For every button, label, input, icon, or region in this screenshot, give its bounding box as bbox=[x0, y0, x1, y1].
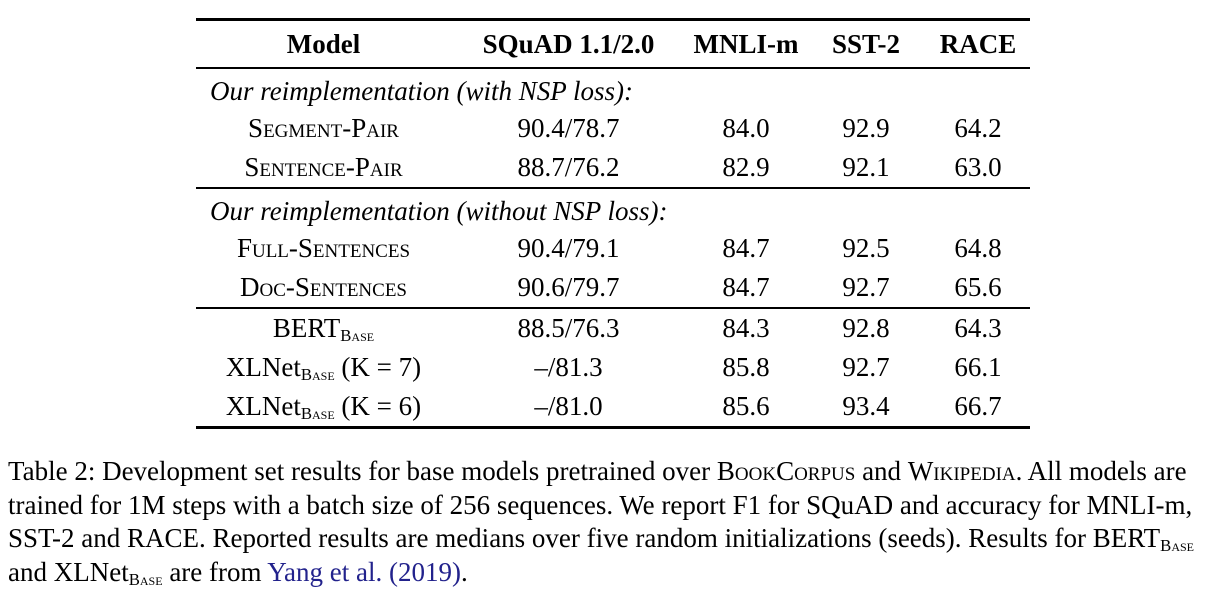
model-subscript: Base bbox=[340, 326, 375, 346]
cell-race: 64.3 bbox=[954, 313, 1002, 344]
column-header-mnli: MNLI-m bbox=[686, 19, 806, 70]
cell-sst2: 92.9 bbox=[842, 113, 890, 144]
cell-model: XLNetBase (K = 6) bbox=[196, 387, 451, 428]
model-name: XLNet bbox=[225, 391, 301, 422]
cell-squad: 90.6/79.7 bbox=[451, 268, 686, 310]
section-header-without-nsp: Our reimplementation (without NSP loss): bbox=[196, 188, 1030, 229]
caption-text: and XLNet bbox=[8, 556, 129, 587]
cell-squad: 88.7/76.2 bbox=[451, 148, 686, 190]
cell-race: 66.1 bbox=[954, 352, 1002, 383]
section-label: Our reimplementation (with NSP loss): bbox=[210, 76, 633, 107]
cell-sst2: 92.5 bbox=[842, 233, 890, 264]
cell-model: BERTBase bbox=[196, 308, 451, 348]
section-header-with-nsp: Our reimplementation (with NSP loss): bbox=[196, 68, 1030, 109]
model-subscript: Base bbox=[300, 404, 335, 424]
cell-squad: 88.5/76.3 bbox=[517, 313, 620, 344]
header-row: Model SQuAD 1.1/2.0 MNLI-m SST-2 RACE bbox=[196, 19, 1030, 70]
cell-race: 64.2 bbox=[954, 113, 1002, 144]
caption-smallcaps-bookcorpus: BookCorpus bbox=[716, 456, 856, 487]
cell-mnli: 85.8 bbox=[722, 352, 770, 383]
citation-link-yang-2019[interactable]: Yang et al. (2019) bbox=[267, 556, 461, 587]
section-label: Our reimplementation (without NSP loss): bbox=[210, 196, 668, 227]
cell-mnli: 82.9 bbox=[686, 148, 806, 190]
cell-squad: –/81.0 bbox=[534, 391, 603, 422]
caption-subscript-base: Base bbox=[128, 570, 163, 590]
cell-model: Sentence-Pair bbox=[196, 148, 451, 190]
caption-text: . bbox=[461, 556, 468, 587]
caption-text: and bbox=[855, 456, 908, 487]
caption-smallcaps-wikipedia: Wikipedia bbox=[907, 456, 1016, 487]
cell-race: 63.0 bbox=[926, 148, 1030, 190]
cell-model: Segment-Pair bbox=[248, 113, 399, 144]
cell-mnli: 84.7 bbox=[722, 233, 770, 264]
column-header-race: RACE bbox=[926, 19, 1030, 70]
column-header-sst2: SST-2 bbox=[806, 19, 926, 70]
cell-sst2: 93.4 bbox=[842, 391, 890, 422]
cell-model: Doc-Sentences bbox=[196, 268, 451, 310]
cell-race: 66.7 bbox=[954, 391, 1002, 422]
cell-mnli: 84.0 bbox=[722, 113, 770, 144]
table-caption: Table 2: Development set results for bas… bbox=[8, 455, 1216, 589]
table-row-xlnet-k6: XLNetBase (K = 6) –/81.0 85.6 93.4 66.7 bbox=[196, 387, 1030, 428]
cell-squad: 90.4/78.7 bbox=[517, 113, 620, 144]
table-row-sentence-pair: Sentence-Pair 88.7/76.2 82.9 92.1 63.0 bbox=[196, 148, 1030, 190]
model-suffix: (K = 6) bbox=[334, 391, 422, 422]
model-name: XLNet bbox=[225, 352, 301, 383]
caption-text: Table 2: Development set results for bas… bbox=[8, 456, 717, 487]
cell-race: 65.6 bbox=[926, 268, 1030, 310]
cell-squad: –/81.3 bbox=[534, 352, 603, 383]
table-row-doc-sentences: Doc-Sentences 90.6/79.7 84.7 92.7 65.6 bbox=[196, 268, 1030, 310]
cell-sst2: 92.7 bbox=[842, 352, 890, 383]
column-header-squad: SQuAD 1.1/2.0 bbox=[451, 19, 686, 70]
model-subscript: Base bbox=[300, 365, 335, 385]
cell-mnli: 84.7 bbox=[686, 268, 806, 310]
caption-text: are from bbox=[162, 556, 268, 587]
cell-squad: 90.4/79.1 bbox=[517, 233, 620, 264]
table-row-xlnet-k7: XLNetBase (K = 7) –/81.3 85.8 92.7 66.1 bbox=[196, 348, 1030, 387]
cell-sst2: 92.7 bbox=[806, 268, 926, 310]
cell-mnli: 84.3 bbox=[722, 313, 770, 344]
table-row-segment-pair: Segment-Pair 90.4/78.7 84.0 92.9 64.2 bbox=[196, 109, 1030, 148]
table-row-bert-base: BERTBase 88.5/76.3 84.3 92.8 64.3 bbox=[196, 308, 1030, 348]
cell-sst2: 92.8 bbox=[842, 313, 890, 344]
model-suffix: (K = 7) bbox=[334, 352, 422, 383]
model-name: BERT bbox=[272, 313, 341, 344]
cell-sst2: 92.1 bbox=[806, 148, 926, 190]
cell-model: XLNetBase (K = 7) bbox=[196, 348, 451, 387]
table-row-full-sentences: Full-Sentences 90.4/79.1 84.7 92.5 64.8 bbox=[196, 229, 1030, 268]
column-header-model: Model bbox=[196, 19, 451, 70]
cell-model: Full-Sentences bbox=[236, 233, 411, 264]
cell-mnli: 85.6 bbox=[722, 391, 770, 422]
cell-race: 64.8 bbox=[954, 233, 1002, 264]
caption-subscript-base: Base bbox=[1160, 536, 1195, 556]
results-table: Model SQuAD 1.1/2.0 MNLI-m SST-2 RACE Ou… bbox=[196, 18, 1030, 430]
caption-text: . All models are trained for 1M steps wi… bbox=[8, 456, 1193, 554]
